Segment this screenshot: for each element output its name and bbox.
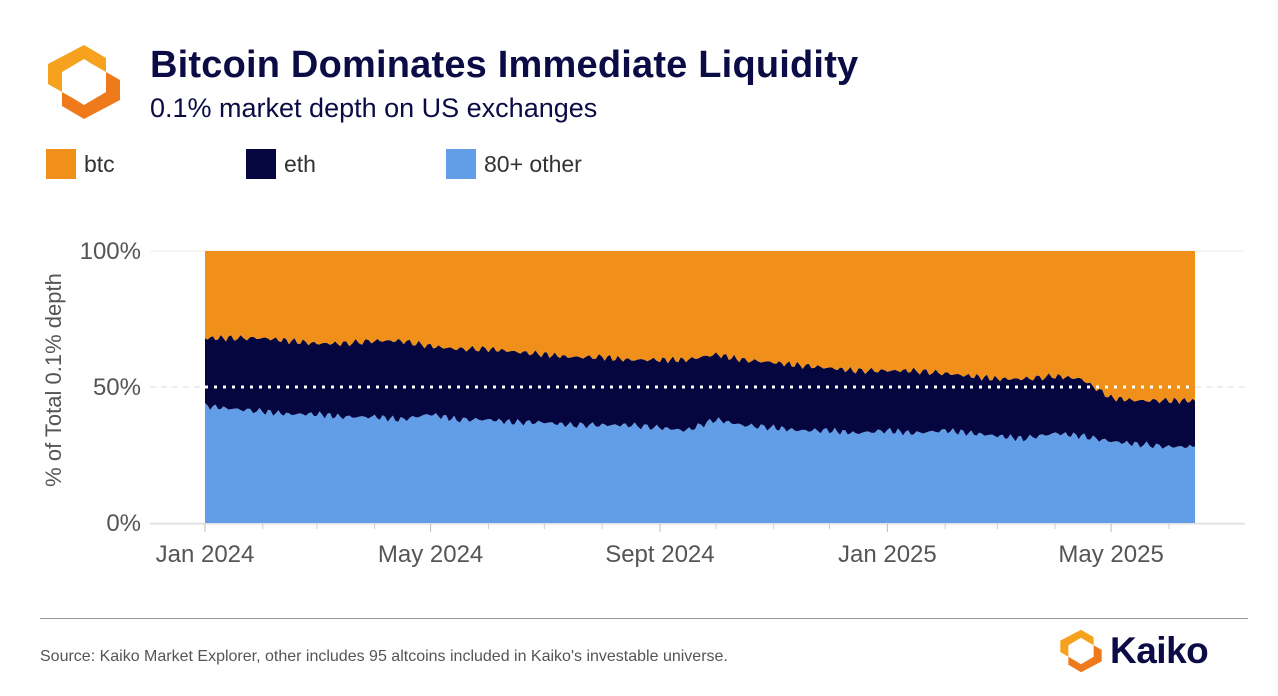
legend-item-other[interactable]: 80+ other (446, 148, 582, 180)
brand-logo: Kaiko (1058, 628, 1209, 674)
x-tick-label: May 2024 (378, 541, 483, 568)
x-tick-label: Sept 2024 (605, 541, 714, 568)
source-note: Source: Kaiko Market Explorer, other inc… (40, 648, 728, 665)
chart-title: Bitcoin Dominates Immediate Liquidity (150, 44, 859, 86)
legend-swatch-eth (246, 149, 276, 179)
legend: btc eth 80+ other (0, 148, 1278, 180)
area-other (205, 403, 1195, 523)
legend-swatch-btc (46, 149, 76, 179)
y-axis-label: % of Total 0.1% depth (41, 273, 66, 487)
legend-label-other: 80+ other (484, 150, 582, 177)
x-tick-label: Jan 2025 (838, 541, 937, 568)
kaiko-logo-icon (1060, 629, 1102, 673)
y-tick-label: 100% (80, 238, 141, 265)
area-eth (205, 335, 1195, 449)
y-tick-label: 0% (106, 510, 141, 537)
legend-swatch-other (446, 149, 476, 179)
chart-subtitle: 0.1% market depth on US exchanges (150, 93, 598, 123)
kaiko-logo-icon (48, 45, 120, 119)
stacked-area-chart: 0% 50% 100% Jan 2024 May 2024 Sept 2024 Jan 20… (41, 238, 1245, 568)
y-tick-label: 50% (93, 374, 141, 401)
x-tick-label: May 2025 (1058, 541, 1163, 568)
legend-label-eth: eth (284, 150, 316, 177)
brand-name: Kaiko (1110, 630, 1209, 671)
footer-divider (40, 618, 1248, 619)
legend-item-eth[interactable]: eth (246, 148, 316, 180)
area-btc (205, 251, 1195, 404)
legend-label-btc: btc (84, 150, 115, 177)
legend-item-btc[interactable]: btc (46, 148, 115, 180)
x-tick-label: Jan 2024 (156, 541, 255, 568)
